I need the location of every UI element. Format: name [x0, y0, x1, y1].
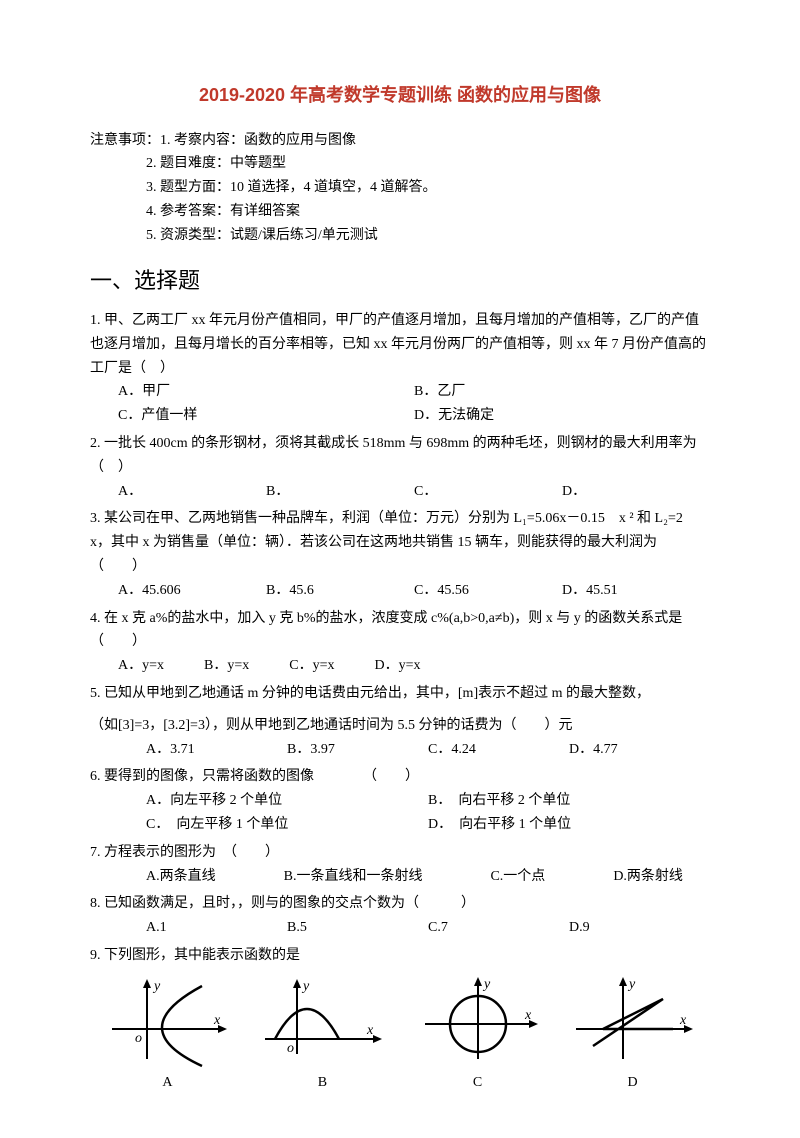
question-text: 9. 下列图形，其中能表示函数的是 — [90, 944, 710, 968]
option-b: B．乙厂 — [414, 380, 710, 404]
option-b: B.一条直线和一条射线 — [284, 865, 423, 889]
svg-text:x: x — [524, 1008, 532, 1023]
question-text: （如[3]=3，[3.2]=3），则从甲地到乙地通话时间为 5.5 分钟的话费为… — [90, 714, 710, 738]
option-a: A．3.71 — [146, 738, 287, 762]
option-b: B． 向右平移 2 个单位 — [428, 789, 710, 813]
svg-text:y: y — [152, 979, 161, 994]
svg-text:y: y — [482, 977, 491, 992]
figure-a: o x y A — [94, 974, 241, 1095]
option-d: D．y=x — [374, 654, 420, 678]
option-d: D．4.77 — [569, 738, 710, 762]
notes-block: 注意事项： 1. 考察内容：函数的应用与图像 2. 题目难度：中等题型 3. 题… — [90, 129, 710, 248]
option-a: A．向左平移 2 个单位 — [146, 789, 428, 813]
option-a: A．甲厂 — [118, 380, 414, 404]
option-d: D.9 — [569, 916, 710, 940]
figure-label: B — [249, 1071, 396, 1095]
notes-item: 4. 参考答案：有详细答案 — [90, 200, 710, 224]
figure-c: x y C — [404, 974, 551, 1095]
question-7: 7. 方程表示的图形为 （ ） A.两条直线 B.一条直线和一条射线 C.一个点… — [90, 841, 710, 889]
option-d: D．45.51 — [562, 579, 710, 603]
question-5: 5. 已知从甲地到乙地通话 m 分钟的电话费由元给出，其中，[m]表示不超过 m… — [90, 682, 710, 761]
question-1: 1. 甲、乙两工厂 xx 年元月份产值相同，甲厂的产值逐月增加，且每月增加的产值… — [90, 309, 710, 428]
option-d: D． — [562, 480, 710, 504]
question-8: 8. 已知函数满足，且时，，则与的图象的交点个数为（ ） A.1 B.5 C.7… — [90, 892, 710, 940]
option-c: C．45.56 — [414, 579, 562, 603]
question-text: 3. 某公司在甲、乙两地销售一种品牌车，利润（单位：万元）分别为 L₁=5.06… — [90, 507, 710, 578]
figure-label: D — [559, 1071, 706, 1095]
svg-text:x: x — [366, 1023, 374, 1038]
option-c: C.7 — [428, 916, 569, 940]
notes-item: 2. 题目难度：中等题型 — [90, 152, 710, 176]
notes-item: 5. 资源类型：试题/课后练习/单元测试 — [90, 224, 710, 248]
figure-label: A — [94, 1071, 241, 1095]
notes-item: 1. 考察内容：函数的应用与图像 — [160, 129, 356, 153]
section-heading: 一、选择题 — [90, 262, 710, 299]
option-d: D．无法确定 — [414, 404, 710, 428]
notes-label: 注意事项： — [90, 129, 160, 153]
option-b: B．y=x — [204, 654, 249, 678]
option-a: A． — [118, 480, 266, 504]
question-2: 2. 一批长 400cm 的条形钢材，须将其截成长 518mm 与 698mm … — [90, 432, 710, 503]
option-b: B． — [266, 480, 414, 504]
doc-title: 2019-2020 年高考数学专题训练 函数的应用与图像 — [90, 80, 710, 111]
question-9: 9. 下列图形，其中能表示函数的是 o x y A o — [90, 944, 710, 1095]
option-d: D． 向右平移 1 个单位 — [428, 813, 710, 837]
option-c: C． — [414, 480, 562, 504]
notes-item: 3. 题型方面：10 道选择，4 道填空，4 道解答。 — [90, 176, 710, 200]
option-b: B．3.97 — [287, 738, 428, 762]
option-c: C．4.24 — [428, 738, 569, 762]
option-a: A．y=x — [118, 654, 164, 678]
svg-text:o: o — [135, 1031, 142, 1046]
svg-text:x: x — [213, 1013, 221, 1028]
svg-text:y: y — [301, 979, 310, 994]
question-4: 4. 在 x 克 a%的盐水中，加入 y 克 b%的盐水，浓度变成 c%(a,b… — [90, 607, 710, 678]
option-a: A.两条直线 — [146, 865, 216, 889]
question-text: 6. 要得到的图像，只需将函数的图像 （ ） — [90, 765, 710, 789]
figure-d: x y D — [559, 974, 706, 1095]
question-text: 1. 甲、乙两工厂 xx 年元月份产值相同，甲厂的产值逐月增加，且每月增加的产值… — [90, 309, 710, 380]
option-b: B.5 — [287, 916, 428, 940]
question-text: 7. 方程表示的图形为 （ ） — [90, 841, 710, 865]
question-6: 6. 要得到的图像，只需将函数的图像 （ ） A．向左平移 2 个单位 B． 向… — [90, 765, 710, 836]
question-text: 8. 已知函数满足，且时，，则与的图象的交点个数为（ ） — [90, 892, 710, 916]
svg-text:o: o — [287, 1041, 294, 1056]
option-a: A．45.606 — [118, 579, 266, 603]
question-3: 3. 某公司在甲、乙两地销售一种品牌车，利润（单位：万元）分别为 L₁=5.06… — [90, 507, 710, 602]
figure-b: o x y B — [249, 974, 396, 1095]
option-c: C． 向左平移 1 个单位 — [146, 813, 428, 837]
option-a: A.1 — [146, 916, 287, 940]
option-d: D.两条射线 — [613, 865, 683, 889]
svg-text:x: x — [679, 1013, 687, 1028]
option-c: C.一个点 — [490, 865, 545, 889]
question-text: 4. 在 x 克 a%的盐水中，加入 y 克 b%的盐水，浓度变成 c%(a,b… — [90, 607, 710, 655]
figure-label: C — [404, 1071, 551, 1095]
option-c: C．产值一样 — [118, 404, 414, 428]
question-text: 5. 已知从甲地到乙地通话 m 分钟的电话费由元给出，其中，[m]表示不超过 m… — [90, 682, 710, 706]
question-text: 2. 一批长 400cm 的条形钢材，须将其截成长 518mm 与 698mm … — [90, 432, 710, 480]
svg-text:y: y — [627, 977, 636, 992]
option-b: B．45.6 — [266, 579, 414, 603]
option-c: C．y=x — [289, 654, 334, 678]
